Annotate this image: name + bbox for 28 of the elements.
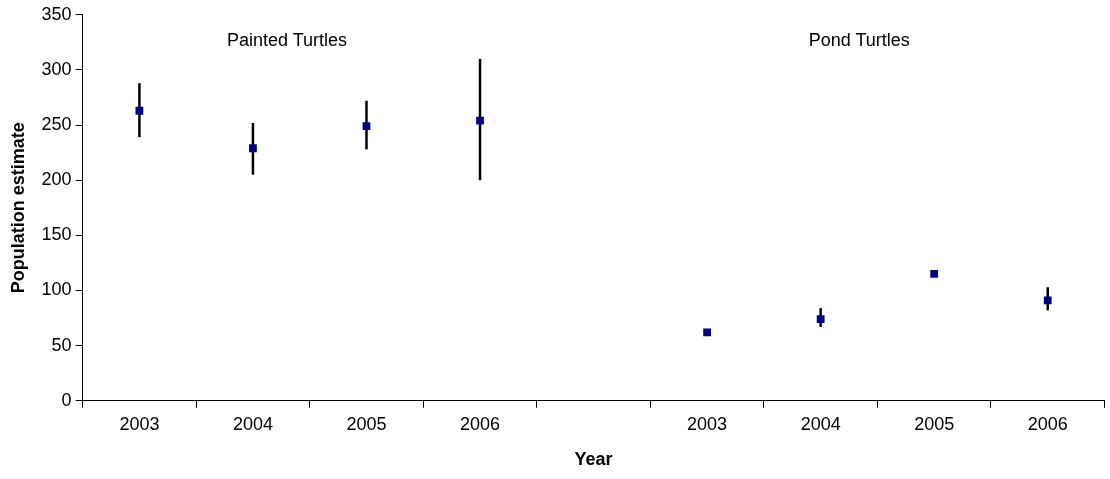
x-tick-label: 2006 [460,413,501,434]
point [362,122,371,131]
y-tick-label: 50 [51,334,72,355]
y-tick-label: 100 [41,279,72,300]
point [703,328,711,337]
point [249,144,257,153]
y-tick-label: 350 [41,3,72,24]
x-tick-label: 2005 [914,413,955,434]
point [1043,296,1052,305]
point [476,116,484,125]
y-tick-label: 0 [61,389,72,410]
y-tick-label: 200 [41,169,72,190]
y-tick-label: 300 [41,58,72,79]
annotation: Pond Turtles [808,29,910,50]
point [135,106,144,115]
point [930,270,939,278]
x-tick-label: 2003 [119,413,160,434]
x-tick-label: 2005 [346,413,387,434]
x-axis-title: Year [574,449,613,470]
y-tick-label: 150 [41,224,72,245]
annotation: Painted Turtles [226,29,348,50]
point [816,315,825,324]
y-axis-title: Population estimate [7,122,28,294]
x-tick-label: 2006 [1027,413,1068,434]
x-tick-label: 2003 [687,413,728,434]
x-tick-label: 2004 [232,413,273,434]
y-tick-label: 250 [41,114,72,135]
x-tick-label: 2004 [800,413,841,434]
